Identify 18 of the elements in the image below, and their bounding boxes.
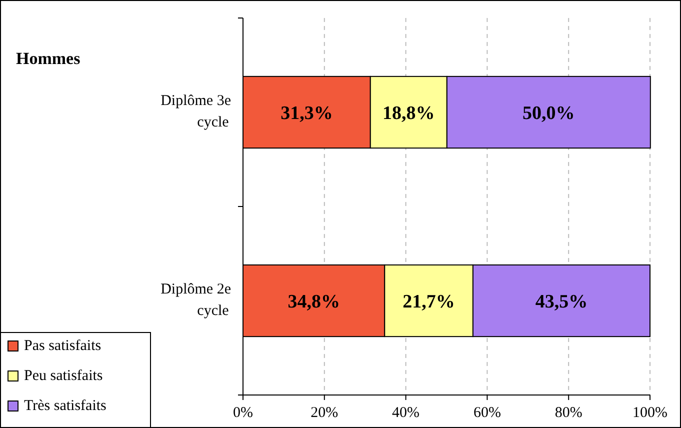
y-tick-label: Diplôme 3e cycle — [160, 92, 232, 130]
x-tick-label: 100% — [632, 405, 668, 421]
x-tick-label: 60% — [473, 405, 501, 421]
data-label: 31,3% — [280, 102, 333, 124]
data-label: 43,5% — [535, 291, 588, 312]
data-label: 18,8% — [382, 102, 435, 124]
x-tick-label: 40% — [392, 405, 420, 421]
data-label: 21,7% — [402, 291, 455, 312]
text: Hommes — [16, 49, 81, 68]
legend-label: Très satisfaits — [24, 398, 107, 414]
data-label: 34,8% — [288, 291, 340, 312]
x-tick-label: 80% — [554, 405, 582, 421]
x-tick-label: 20% — [310, 405, 338, 421]
x-tick-label: 0% — [233, 405, 253, 421]
legend-label: Peu satisfaits — [24, 368, 103, 384]
y-tick-label: Diplôme 2e cycle — [160, 281, 232, 319]
data-label: 50,0% — [522, 102, 575, 124]
legend-label: Pas satisfaits — [24, 338, 102, 354]
